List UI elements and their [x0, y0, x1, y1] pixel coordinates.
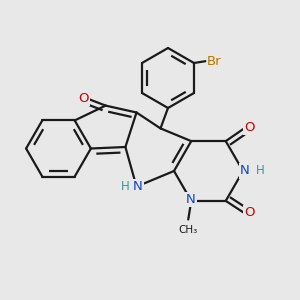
- Text: O: O: [244, 121, 255, 134]
- Text: O: O: [244, 206, 255, 219]
- Text: N: N: [186, 193, 196, 206]
- Text: O: O: [78, 92, 89, 105]
- Text: CH₃: CH₃: [178, 225, 197, 235]
- Text: N: N: [240, 164, 249, 178]
- Text: H: H: [121, 180, 130, 193]
- Text: N: N: [133, 180, 142, 193]
- Text: H: H: [256, 164, 264, 178]
- Text: Br: Br: [207, 55, 221, 68]
